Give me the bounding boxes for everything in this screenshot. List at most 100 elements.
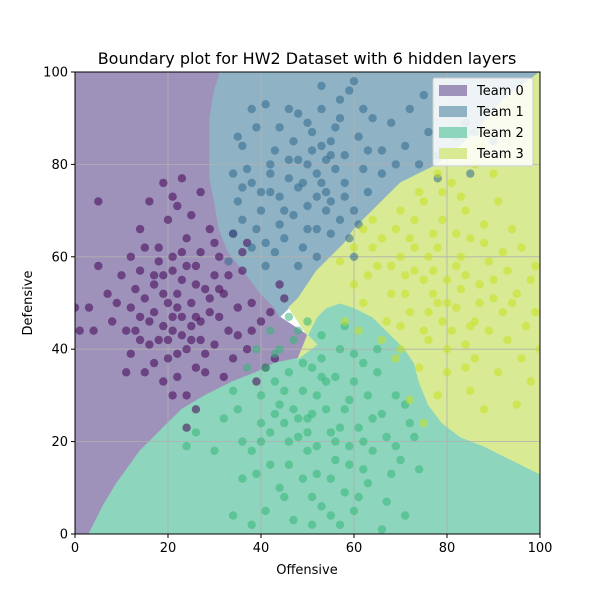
data-point-team-0 [168, 252, 177, 261]
data-point-team-1 [266, 160, 275, 169]
data-point-team-0 [89, 326, 98, 335]
data-point-team-2 [340, 405, 349, 414]
data-point-team-2 [182, 442, 191, 451]
data-point-team-3 [526, 377, 535, 386]
data-point-team-2 [289, 515, 298, 525]
data-point-team-2 [359, 465, 368, 474]
data-point-team-3 [396, 206, 405, 215]
data-point-team-3 [368, 215, 377, 224]
data-point-team-0 [205, 308, 214, 317]
data-point-team-3 [447, 178, 456, 188]
data-point-team-3 [489, 275, 498, 285]
data-point-team-0 [163, 215, 173, 224]
data-point-team-3 [521, 321, 531, 331]
data-point-team-0 [238, 248, 247, 257]
data-point-team-2 [312, 469, 321, 479]
data-point-team-3 [354, 326, 363, 335]
data-point-team-3 [419, 418, 428, 428]
data-point-team-0 [112, 298, 122, 308]
data-point-team-3 [489, 294, 498, 303]
data-point-team-2 [396, 455, 405, 465]
data-point-team-1 [238, 141, 247, 151]
data-point-team-2 [345, 460, 354, 469]
x-tick-label: 80 [439, 541, 456, 556]
y-axis: 0 20 40 60 80 100 [43, 66, 75, 543]
data-point-team-3 [480, 220, 489, 229]
data-point-team-3 [391, 224, 400, 234]
data-point-team-2 [387, 469, 396, 479]
data-point-team-0 [135, 312, 145, 322]
data-point-team-3 [363, 271, 373, 280]
scatter-points [75, 77, 540, 534]
data-point-team-3 [396, 345, 405, 354]
data-point-team-3 [438, 317, 447, 326]
data-point-team-0 [210, 238, 219, 248]
data-point-team-1 [252, 224, 261, 234]
data-point-team-1 [340, 178, 349, 188]
data-point-team-2 [317, 372, 326, 382]
data-point-team-3 [517, 243, 526, 252]
data-point-team-0 [154, 257, 163, 266]
data-point-team-2 [335, 345, 345, 354]
data-point-team-0 [149, 280, 159, 289]
data-point-team-1 [326, 197, 335, 206]
data-point-team-3 [531, 308, 540, 317]
data-point-team-2 [238, 437, 247, 446]
data-point-team-0 [159, 178, 168, 188]
x-tick-label: 60 [346, 541, 363, 556]
x-tick-label: 0 [71, 541, 79, 556]
data-point-team-0 [187, 298, 196, 308]
data-point-team-1 [466, 169, 475, 178]
data-point-team-1 [261, 238, 270, 248]
data-point-team-0 [159, 271, 168, 280]
data-point-team-3 [382, 317, 391, 326]
data-point-team-3 [442, 275, 452, 285]
data-point-team-2 [280, 492, 289, 502]
data-point-team-2 [191, 428, 201, 437]
data-point-team-0 [117, 271, 126, 280]
data-point-team-1 [363, 187, 373, 197]
data-point-team-1 [335, 95, 345, 104]
data-point-team-1 [294, 261, 303, 271]
data-point-team-1 [349, 252, 359, 261]
data-point-team-3 [461, 340, 470, 349]
data-point-team-2 [391, 442, 400, 451]
data-point-team-1 [280, 206, 289, 215]
data-point-team-2 [256, 418, 266, 428]
x-tick-label: 100 [528, 541, 553, 556]
data-point-team-3 [433, 243, 442, 252]
data-point-team-0 [94, 197, 103, 206]
data-point-team-3 [419, 197, 428, 206]
x-axis-label: Offensive [276, 563, 338, 578]
data-point-team-3 [470, 354, 480, 363]
data-point-team-0 [168, 192, 177, 201]
data-point-team-1 [294, 109, 303, 118]
data-point-team-3 [377, 234, 387, 243]
data-point-team-1 [377, 169, 387, 178]
data-point-team-0 [191, 261, 201, 271]
data-point-team-1 [349, 77, 359, 86]
data-point-team-2 [284, 368, 294, 377]
data-point-team-3 [503, 335, 512, 345]
data-point-team-3 [368, 243, 377, 252]
data-point-team-0 [196, 187, 205, 197]
data-point-team-0 [187, 335, 196, 345]
data-point-team-0 [159, 377, 168, 386]
data-point-team-2 [317, 354, 326, 363]
data-point-team-2 [317, 502, 326, 511]
data-point-team-0 [177, 331, 187, 340]
data-point-team-2 [294, 414, 303, 423]
data-point-team-3 [480, 238, 489, 248]
data-point-team-0 [182, 345, 191, 354]
data-point-team-3 [433, 298, 442, 308]
data-point-team-1 [400, 141, 410, 151]
data-point-team-0 [168, 312, 177, 322]
data-point-team-2 [307, 363, 317, 372]
data-point-team-2 [275, 483, 284, 492]
data-point-team-0 [182, 261, 191, 271]
data-point-team-0 [122, 326, 131, 335]
data-point-team-0 [182, 234, 191, 243]
data-point-team-2 [233, 405, 242, 414]
data-point-team-1 [359, 164, 368, 174]
data-point-team-2 [400, 511, 410, 520]
